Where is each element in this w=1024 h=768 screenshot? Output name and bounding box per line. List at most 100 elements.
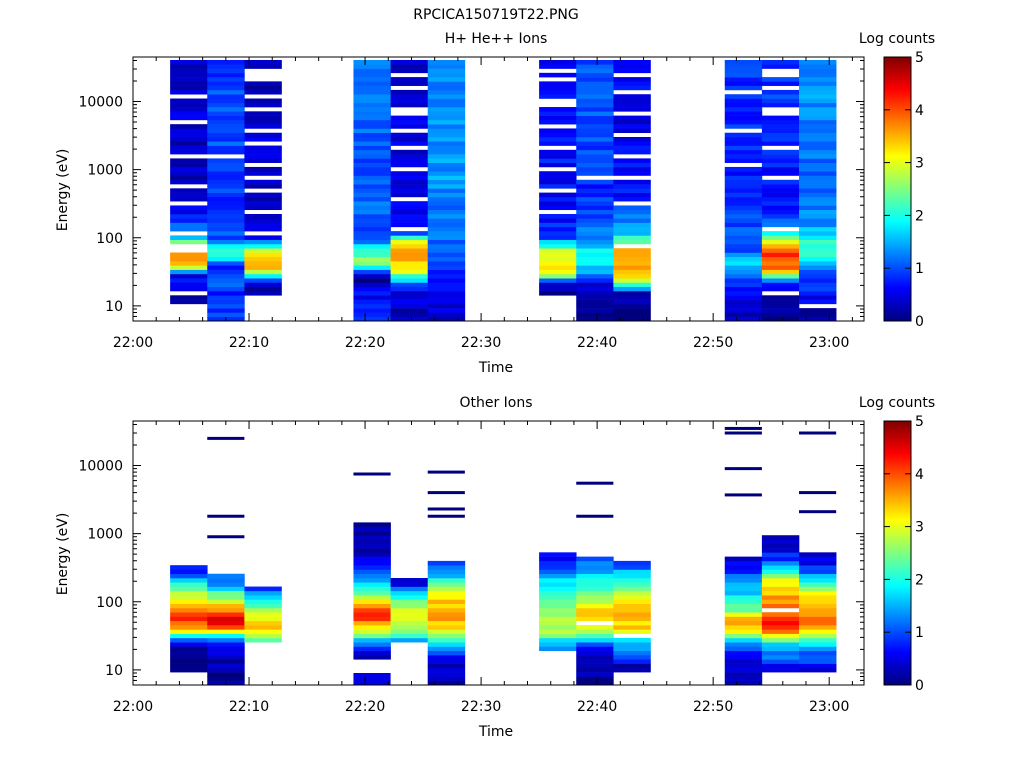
- heatmap-cell: [427, 188, 466, 193]
- heatmap-cell: [613, 586, 651, 592]
- heatmap-cell: [390, 171, 429, 176]
- heatmap-cell: [799, 132, 837, 138]
- heatmap-cell: [170, 299, 208, 305]
- heatmap-cell: [207, 578, 245, 583]
- heatmap-cell: [761, 612, 800, 617]
- heatmap-cell: [761, 573, 800, 579]
- heatmap-cell: [576, 295, 614, 300]
- heatmap-cell: [427, 77, 466, 82]
- heatmap-cell: [724, 214, 763, 219]
- colorbar-tick-label: 3: [915, 520, 924, 536]
- heatmap-cell: [613, 646, 651, 652]
- colorbar-label: Log counts: [859, 395, 935, 411]
- heatmap-cell: [761, 286, 800, 292]
- heatmap-cell: [390, 291, 429, 296]
- heatmap-cell: [539, 107, 577, 112]
- heatmap-cell: [724, 655, 763, 660]
- heatmap-cell: [390, 595, 429, 600]
- heatmap-cell: [207, 239, 245, 245]
- heatmap-cell: [576, 179, 614, 185]
- heatmap-cell: [576, 612, 614, 617]
- heatmap-cell: [390, 68, 429, 74]
- heatmap-cell: [207, 278, 245, 283]
- heatmap-cell: [539, 612, 577, 617]
- heatmap-cell: [799, 667, 837, 673]
- heatmap-cell: [799, 552, 837, 557]
- heatmap-cell: [353, 642, 391, 647]
- heatmap-cell: [353, 603, 391, 609]
- heatmap-cell: [761, 256, 800, 262]
- panel-title: H+ He++ Ions: [445, 31, 548, 47]
- heatmap-cell: [761, 218, 800, 223]
- heatmap-cell: [576, 141, 614, 146]
- heatmap-cell: [576, 595, 614, 600]
- heatmap-cell: [576, 269, 614, 275]
- heatmap-cell: [576, 252, 614, 258]
- heatmap-cell: [613, 184, 651, 189]
- heatmap-cell: [576, 119, 614, 125]
- heatmap-cell: [170, 235, 208, 240]
- y-tick-label: 100: [96, 595, 123, 611]
- heatmap-cell: [390, 273, 429, 279]
- heatmap-cell: [761, 273, 800, 279]
- heatmap-cell: [427, 637, 466, 643]
- heatmap-cell: [353, 569, 391, 575]
- heatmap-cell: [539, 578, 577, 583]
- heatmap-cell: [613, 278, 651, 283]
- heatmap-cell: [353, 582, 391, 587]
- heatmap-cell: [724, 633, 763, 639]
- heatmap-cell: [207, 107, 245, 112]
- x-tick-label: 22:20: [345, 335, 385, 351]
- heatmap-cell: [724, 171, 763, 176]
- heatmap-cell: [761, 94, 800, 99]
- heatmap-cell: [539, 171, 577, 176]
- heatmap-cell: [170, 141, 208, 146]
- heatmap-cell: [390, 64, 429, 69]
- heatmap-cell: [724, 124, 763, 129]
- x-tick-label: 22:20: [345, 699, 385, 715]
- heatmap-cell: [539, 132, 577, 138]
- heatmap-cell: [799, 663, 837, 669]
- heatmap-cell: [724, 680, 763, 686]
- heatmap-cell: [353, 77, 391, 82]
- heatmap-cell: [613, 248, 651, 253]
- heatmap-cell: [390, 89, 429, 95]
- heatmap-cell: [539, 85, 577, 91]
- plot-frame: [132, 420, 865, 686]
- heatmap-cell: [761, 243, 800, 249]
- heatmap-cell: [244, 226, 282, 232]
- heatmap-cell: [170, 252, 208, 258]
- heatmap-cell: [539, 154, 577, 159]
- heatmap-cell: [244, 89, 282, 95]
- heatmap-cell: [539, 273, 577, 279]
- colorbar-tick-label: 2: [915, 208, 924, 224]
- heatmap-cell: [576, 299, 614, 305]
- figure-title: RPCICA150719T22.PNG: [413, 7, 578, 23]
- heatmap-cell: [613, 137, 651, 142]
- heatmap-cell: [170, 667, 208, 673]
- heatmap-cell: [390, 599, 429, 604]
- heatmap-cell: [353, 102, 391, 108]
- heatmap-cell: [244, 616, 282, 622]
- heatmap-cell: [799, 569, 837, 575]
- heatmap-cell: [244, 196, 282, 202]
- heatmap-cell: [799, 599, 837, 604]
- heatmap-cell: [207, 252, 245, 258]
- heatmap-cell: [539, 235, 577, 240]
- heatmap-cell: [427, 573, 466, 579]
- heatmap-cell: [207, 676, 245, 681]
- heatmap-cell: [427, 128, 466, 134]
- heatmap-cell: [724, 659, 763, 664]
- heatmap-cell: [244, 603, 282, 609]
- heatmap-cell: [539, 239, 577, 245]
- heatmap-cell: [170, 222, 208, 228]
- heatmap-cell: [539, 243, 577, 249]
- heatmap-cell: [799, 629, 837, 634]
- heatmap-cell: [724, 196, 763, 202]
- heatmap-cell: [427, 226, 466, 232]
- heatmap-cell: [761, 252, 800, 258]
- heatmap-cell: [207, 607, 245, 613]
- heatmap-column: [427, 59, 466, 322]
- heatmap-cell: [539, 256, 577, 262]
- heatmap-column: [170, 59, 208, 305]
